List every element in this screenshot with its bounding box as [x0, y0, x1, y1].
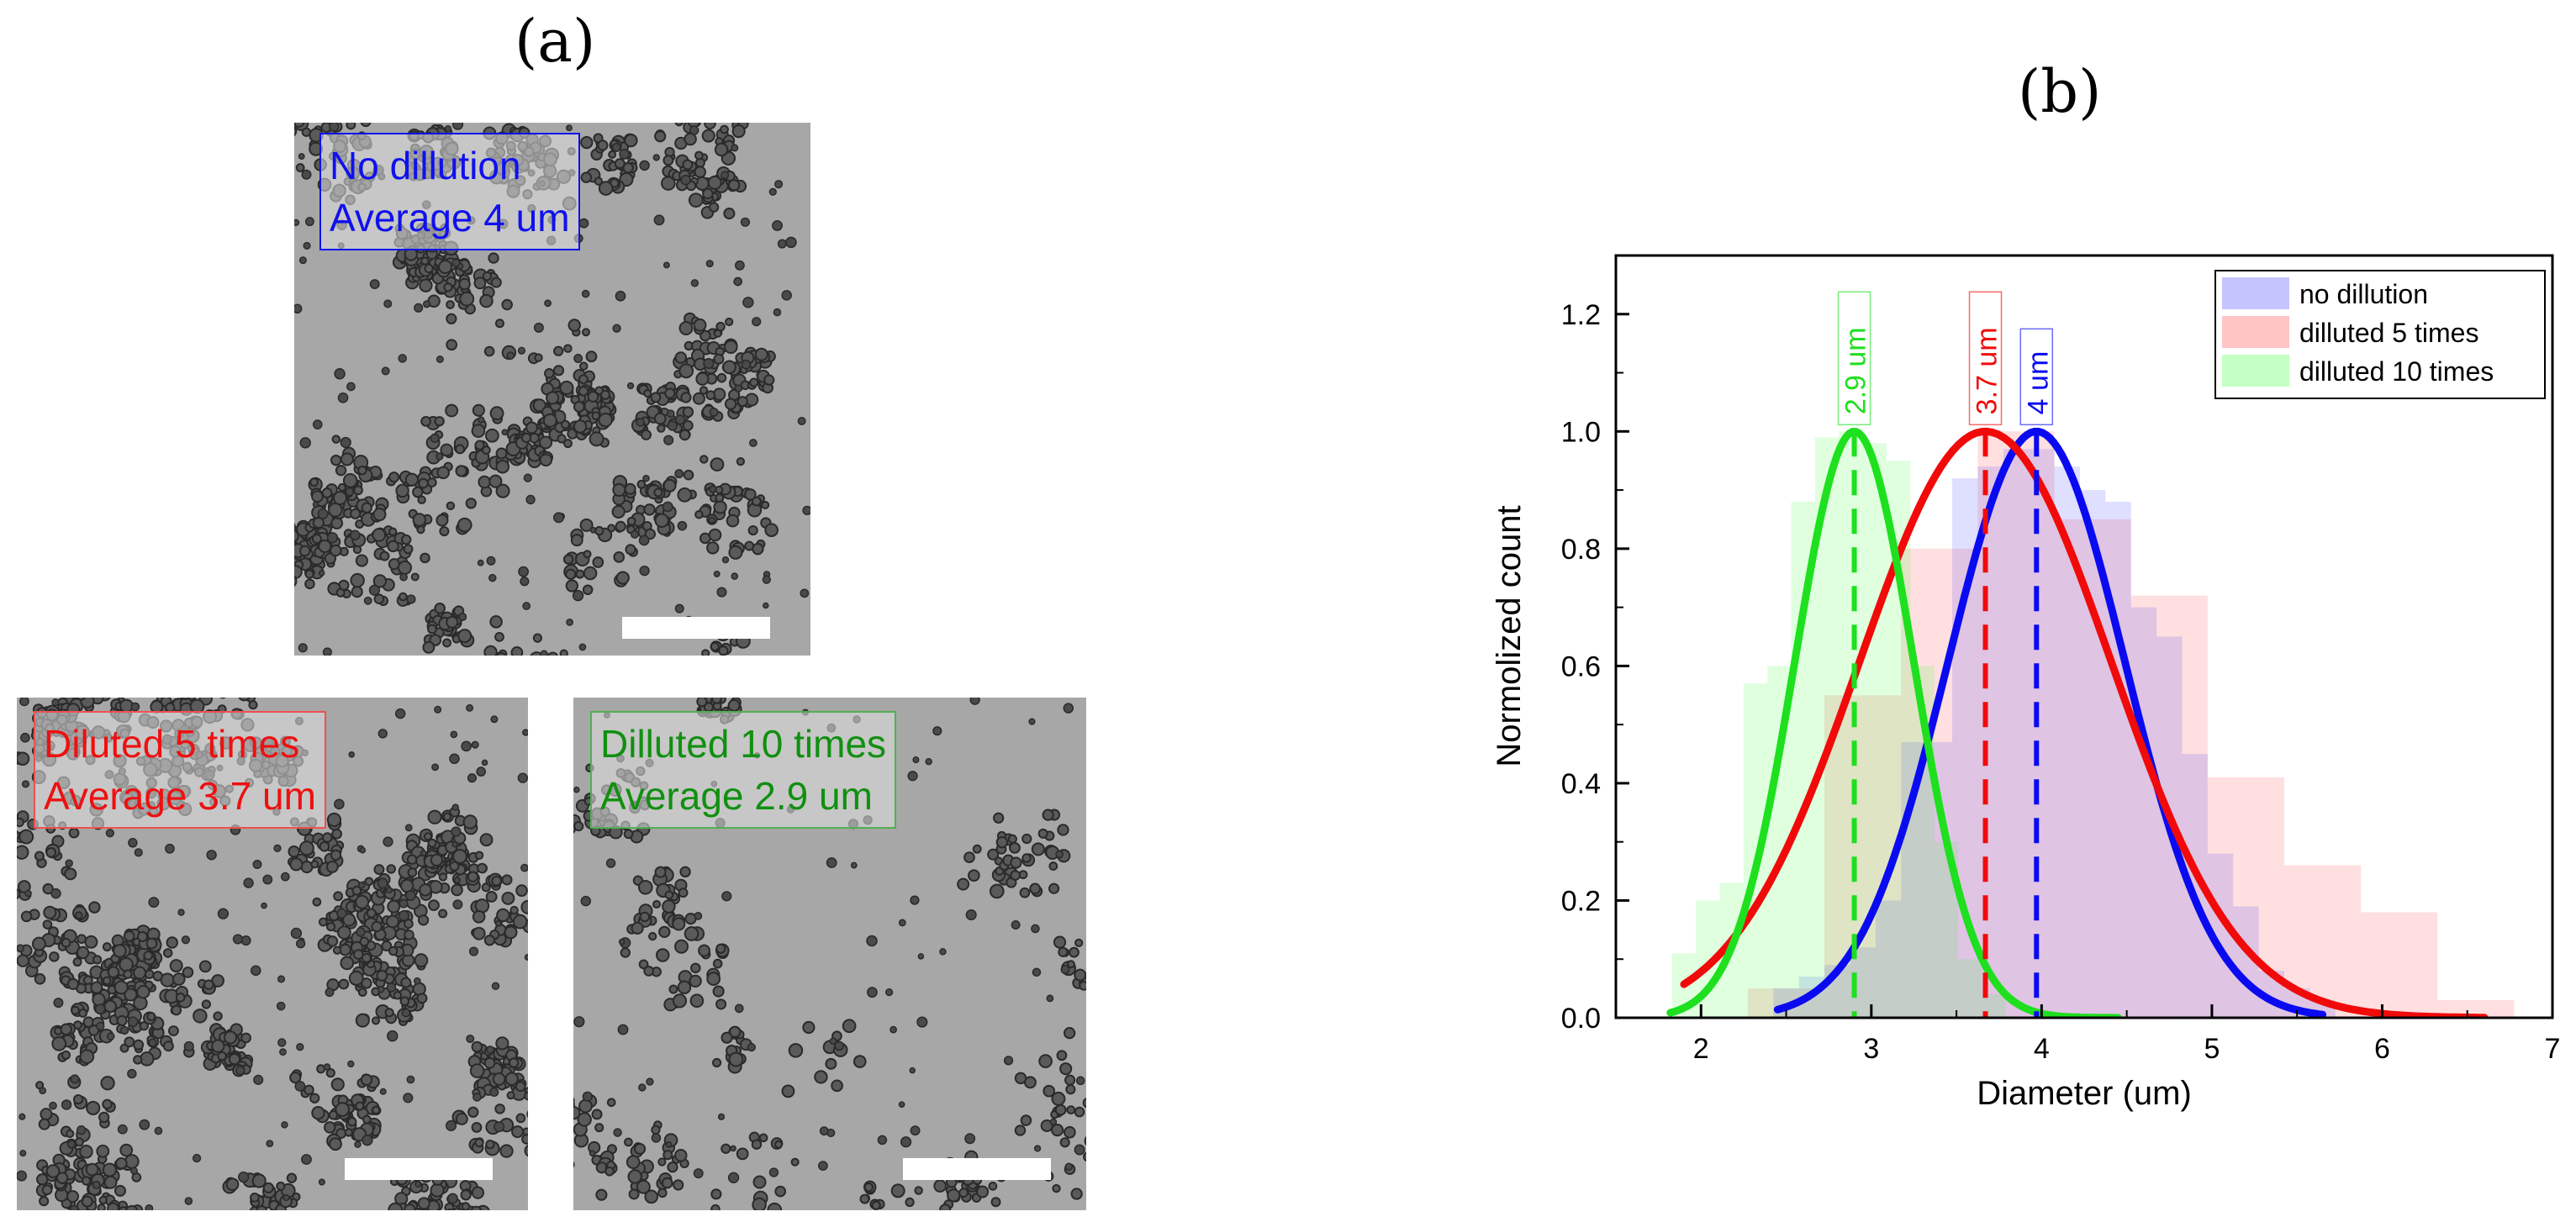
peak-label-1: 3.7 um: [1972, 327, 2003, 414]
caption-line-1: Diluted 5 times: [44, 722, 300, 766]
x-tick-label-4: 6: [2374, 1033, 2390, 1065]
scale-bar: [903, 1158, 1051, 1180]
peak-label-2: 2.9 um: [1840, 327, 1872, 414]
histogram-bar-2-7: [1839, 431, 1863, 1018]
gaussian-fit-line-0: [1773, 428, 2327, 1018]
scale-bar: [345, 1158, 493, 1180]
y-axis-label: Normolized count: [1491, 505, 1528, 766]
gaussian-fit-line-2: [1666, 427, 2122, 1018]
histogram-bar-0-13: [2105, 502, 2131, 1018]
histogram-bar-1-9: [2437, 1000, 2515, 1018]
y-tick-label-4: 0.8: [1561, 534, 1601, 566]
legend-swatch-1: [2222, 316, 2289, 348]
y-tick-label-6: 1.2: [1561, 299, 1601, 331]
micrograph-diluted-10: Dilluted 10 times Average 2.9 um: [573, 698, 1086, 1210]
y-tick-label-3: 0.6: [1561, 651, 1601, 682]
x-tick-label-1: 3: [1863, 1033, 1879, 1065]
caption-line-1: Dilluted 10 times: [600, 722, 887, 766]
micrograph-no-dilution: No dillution Average 4 um: [294, 123, 810, 656]
legend-label-2: dilluted 10 times: [2299, 356, 2494, 387]
y-tick-label-2: 0.4: [1561, 768, 1601, 800]
x-axis-label: Diameter (um): [1977, 1075, 2192, 1112]
histogram-bar-1-1: [1824, 695, 1902, 1018]
histogram-bar-0-4: [1875, 900, 1902, 1018]
gaussian-fit-line-1: [1680, 427, 2489, 1018]
peak-label-box-0: [2019, 328, 2054, 426]
y-tick-label-0: 0.0: [1561, 1003, 1601, 1035]
particle-texture: [17, 698, 528, 1210]
caption-line-2: Average 2.9 um: [600, 774, 873, 818]
x-tick-label-2: 4: [2034, 1033, 2050, 1065]
scale-bar: [622, 617, 770, 639]
x-tick-label-0: 2: [1693, 1033, 1709, 1065]
micrograph-caption: No dillution Average 4 um: [319, 133, 580, 250]
peak-label-0: 4 um: [2022, 351, 2054, 415]
histogram-bar-0-9: [2003, 449, 2030, 1018]
x-tick-label-3: 5: [2204, 1033, 2220, 1065]
histogram-bar-0-10: [2029, 449, 2055, 1018]
histogram-bar-1-8: [2361, 912, 2438, 1018]
caption-line-2: Average 4 um: [330, 196, 570, 240]
panel-a-label: (a): [515, 7, 596, 76]
caption-line-1: No dillution: [330, 144, 521, 187]
legend: no dillution dilluted 5 times dilluted 10 …: [2214, 270, 2546, 399]
histogram-bar-2-3: [1743, 683, 1768, 1018]
caption-line-2: Average 3.7 um: [44, 774, 316, 818]
legend-label-0: no dillution: [2299, 279, 2428, 309]
legend-swatch-2: [2222, 355, 2289, 387]
histogram-bar-0-14: [2130, 607, 2157, 1018]
plot-frame: [1614, 254, 2554, 1019]
y-tick-label-1: 0.2: [1561, 885, 1601, 917]
diameter-distribution-chart: 2.9 um 3.7 um 4 um 2 3 4 5 6 7 0.0 0.2 0.4 0.6 0.8 1.…: [1491, 254, 2561, 1112]
peak-label-box-1: [1968, 291, 2003, 426]
micrograph-caption: Diluted 5 times Average 3.7 um: [34, 711, 326, 829]
micrograph-diluted-5: Diluted 5 times Average 3.7 um: [17, 698, 528, 1210]
legend-label-1: dilluted 5 times: [2299, 318, 2478, 348]
legend-swatch-0: [2222, 277, 2289, 309]
legend-box: [2214, 270, 2546, 399]
micrograph-caption: Dilluted 10 times Average 2.9 um: [590, 711, 897, 829]
histogram-bar-0-8: [1977, 466, 2003, 1018]
histogram-bar-2-12: [1958, 959, 1982, 1018]
x-tick-label-5: 7: [2545, 1033, 2561, 1065]
y-tick-label-5: 1.0: [1561, 416, 1601, 448]
peak-label-box-2: [1837, 291, 1871, 426]
histogram-bar-1-3: [1977, 431, 2055, 1018]
panel-b-label: (b): [2018, 57, 2102, 126]
